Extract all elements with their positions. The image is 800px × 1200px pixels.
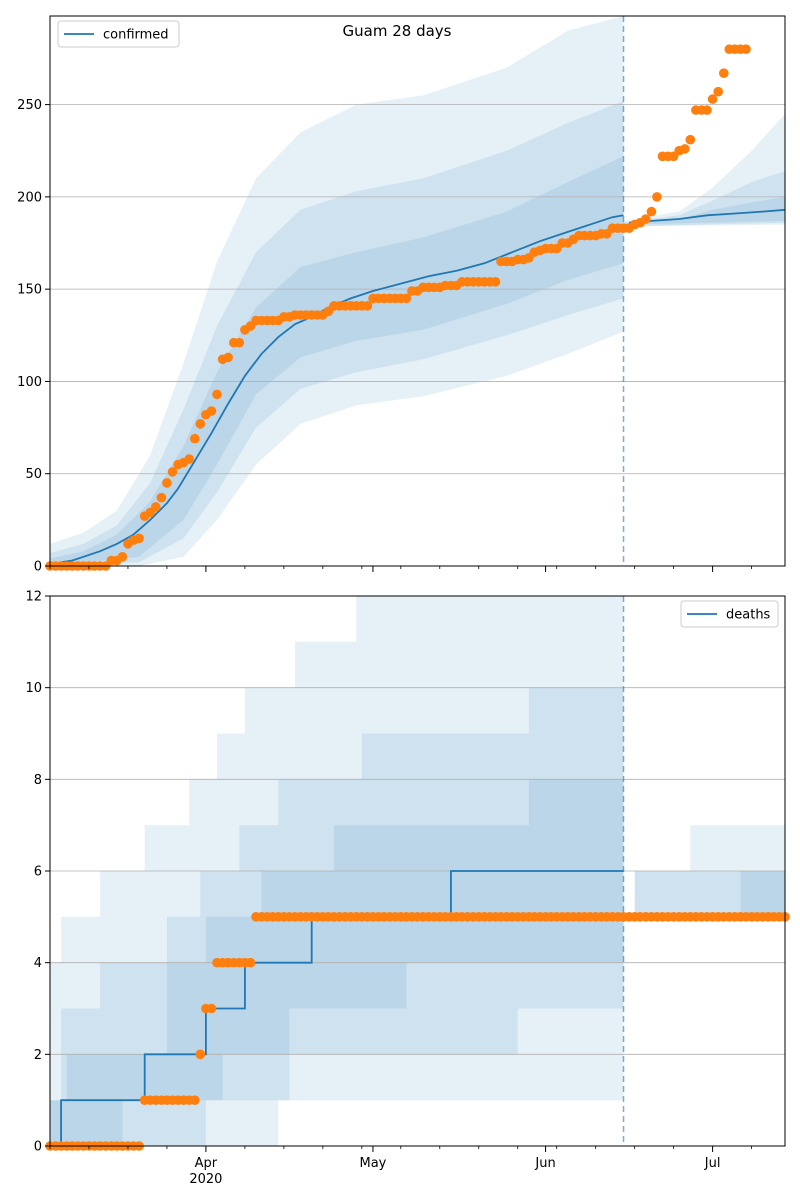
x-tick-year-label: 2020 [189,1172,222,1187]
deaths-y-tick-label: 6 [34,865,42,880]
confirmed-band-2 [50,100,624,567]
confirmed-plot-frame [49,15,786,567]
confirmed-y-tick-label: 250 [17,98,42,113]
deaths-y-tick-label: 2 [34,1048,42,1063]
confirmed-observed-point [741,44,751,54]
confirmed-panel: 0 50 100 150 200 250 Guam 28 days confirmed [17,15,786,575]
chart-title: Guam 28 days [343,22,452,40]
confirmed-observed-point [719,68,729,78]
legend-box [680,600,779,628]
deaths-y-tick-label: 10 [25,681,42,696]
confirmed-legend: confirmed [57,20,180,48]
confirmed-observed-points [45,44,751,571]
confirmed-observed-point [162,478,172,488]
confirmed-observed-point [641,214,651,224]
confirmed-x-axis [49,566,752,572]
deaths-observed-point [206,1003,217,1014]
confirmed-observed-point [685,134,696,145]
confirmed-band-1 [50,16,624,566]
confirmed-y-tick-label: 0 [34,560,42,575]
confirmed-observed-point [707,94,718,104]
x-tick-label: Jul [704,1156,721,1171]
deaths-forecast-band-2 [623,871,785,917]
confirmed-observed-point [206,406,217,416]
confirmed-observed-point [223,352,233,363]
confirmed-observed-point [713,86,723,97]
confirmed-observed-point [680,144,690,154]
confirmed-observed-point [167,467,178,477]
deaths-observed-point [195,1049,206,1060]
confirmed-observed-point [156,492,167,503]
confirmed-observed-point [190,433,200,444]
deaths-y-tick-label: 0 [34,1140,42,1155]
confirmed-median-forecast [629,208,786,224]
confirmed-y-tick-label: 200 [17,190,42,205]
deaths-observed-point [245,957,256,968]
deaths-forecast-band-3 [623,871,785,917]
confirmed-observed-point [652,192,662,202]
deaths-panel: 0 2 4 6 8 10 12 deaths [25,590,790,1155]
confirmed-median-fit [49,214,624,567]
confirmed-y-tick-label: 150 [17,283,42,298]
confirmed-observed-point [646,206,657,217]
legend-label-confirmed: confirmed [103,28,169,43]
legend-box [57,20,180,48]
confirmed-observed-point [362,301,373,311]
confirmed-observed-point [195,419,206,429]
deaths-observed-points [45,912,790,1151]
confirmed-axes-frame [49,15,786,567]
confirmed-y-tick-label: 100 [17,375,42,390]
confirmed-forecast-band-1 [623,113,785,227]
deaths-y-tick-label: 4 [34,956,42,971]
confirmed-median-line [49,208,786,567]
confirmed-observed-point [134,533,144,544]
confirmed-observed-point [117,552,128,562]
confirmed-observed-point [490,277,501,287]
confirmed-observed-point [184,454,194,464]
deaths-y-axis: 0 2 4 6 8 10 12 [25,590,50,1155]
confirmed-y-axis: 0 50 100 150 200 250 [17,98,50,575]
confirmed-y-tick-label: 50 [25,467,42,482]
confirmed-gridlines [50,104,785,475]
deaths-legend: deaths [680,600,779,628]
confirmed-observed-point [212,389,222,400]
deaths-y-tick-label: 12 [25,590,42,605]
confirmed-observed-point [401,293,412,304]
confirmed-observed-point [234,337,245,348]
confirmed-observed-point [702,105,712,115]
deaths-x-axis [49,1146,752,1152]
deaths-observed-point [190,1095,200,1105]
legend-label-deaths: deaths [726,608,771,623]
deaths-y-tick-label: 8 [34,773,42,788]
deaths-gridlines [50,687,785,1055]
x-tick-label: May [360,1156,387,1171]
confirmed-observed-point [151,502,161,512]
x-tick-label: Apr [195,1156,218,1171]
deaths-band-2 [50,641,624,1146]
confirmed-forecast-band-3 [623,196,785,225]
x-tick-label: Jun [534,1156,555,1171]
